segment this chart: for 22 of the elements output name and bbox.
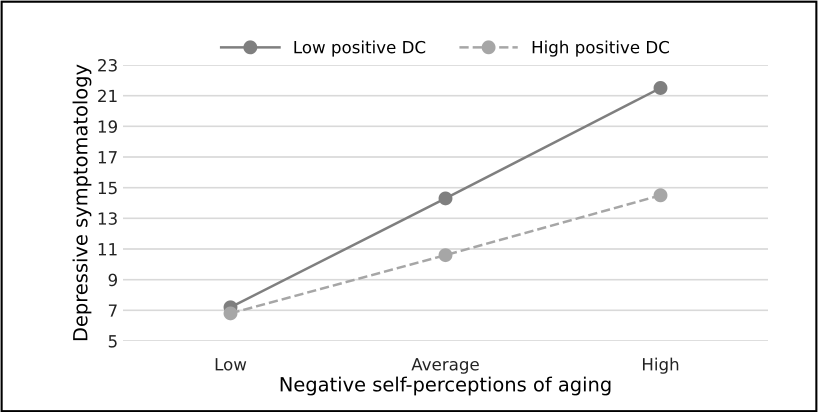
- legend-label: Low positive DC: [294, 40, 426, 57]
- y-tick-label: 19: [98, 120, 117, 133]
- y-tick-label: 21: [98, 90, 117, 102]
- y-tick-label: 5: [108, 335, 117, 348]
- x-tick-label: Average: [411, 358, 479, 374]
- y-tick-label: 23: [98, 58, 117, 72]
- y-tick-label: 13: [98, 212, 117, 225]
- point: [224, 306, 238, 320]
- y-tick-label: 15: [98, 182, 117, 194]
- x-tick-label: Low: [216, 358, 246, 371]
- point: [654, 188, 668, 202]
- point: [654, 81, 668, 95]
- legend-label: High positive DC: [532, 40, 669, 57]
- point: [438, 248, 452, 262]
- x-tick-label: High: [642, 358, 678, 374]
- x-axis-title: Negative self-perceptions of aging: [280, 376, 610, 396]
- y-tick-label: 7: [108, 304, 117, 317]
- point: [438, 191, 452, 206]
- y-axis-title: Depressive symptomatology: [72, 64, 92, 340]
- y-tick-label: 17: [98, 151, 117, 164]
- y-tick-label: 11: [98, 243, 117, 256]
- y-tick-label: 9: [108, 274, 117, 286]
